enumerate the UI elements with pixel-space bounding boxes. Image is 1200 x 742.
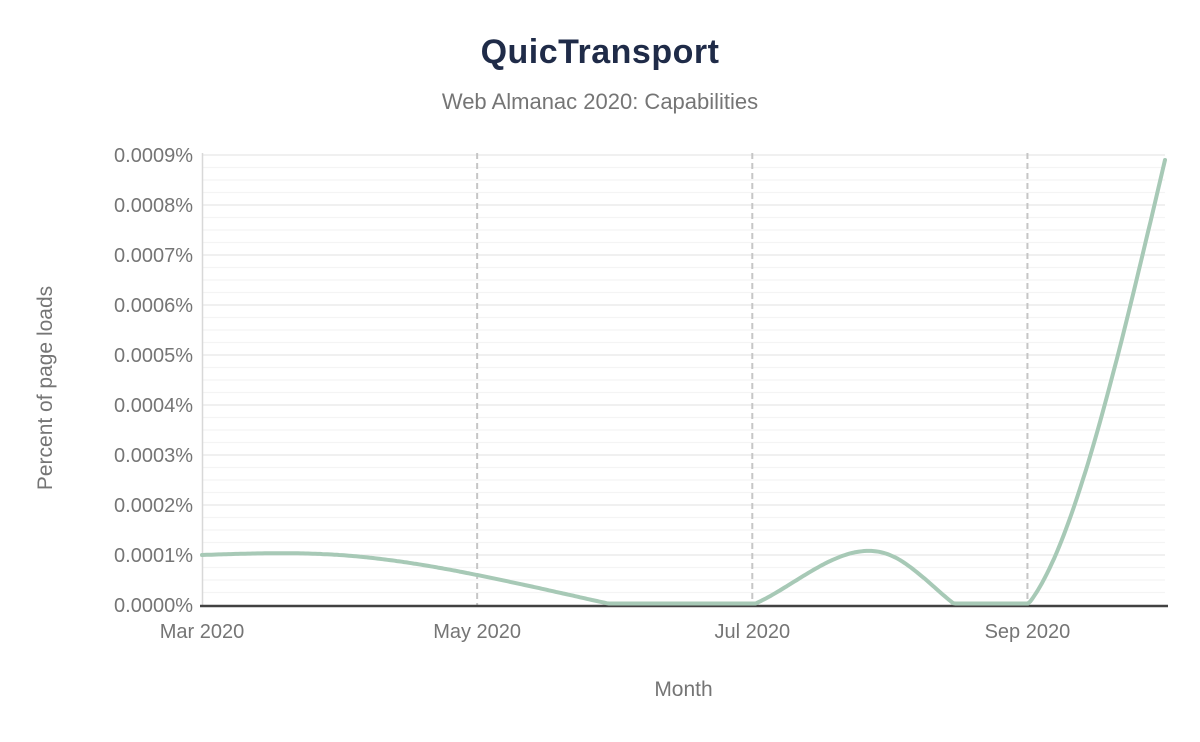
x-axis-title: Month xyxy=(654,678,713,701)
chart-title: QuicTransport xyxy=(480,33,720,71)
chart-subtitle: Web Almanac 2020: Capabilities xyxy=(441,89,759,114)
y-tick-label: 0.0001% xyxy=(114,545,193,567)
x-tick-label: Jul 2020 xyxy=(714,621,790,643)
y-tick-label: 0.0004% xyxy=(114,395,193,417)
y-tick-label: 0.0005% xyxy=(114,345,193,367)
y-tick-label: 0.0002% xyxy=(114,495,193,517)
y-tick-label: 0.0007% xyxy=(114,245,193,267)
y-tick-label: 0.0003% xyxy=(114,445,193,467)
y-tick-label: 0.0008% xyxy=(114,195,193,217)
x-tick-label: Sep 2020 xyxy=(985,621,1071,643)
x-tick-label: Mar 2020 xyxy=(160,621,245,643)
y-tick-label: 0.0009% xyxy=(114,145,193,167)
series-line xyxy=(200,158,1167,606)
y-tick-label: 0.0006% xyxy=(114,295,193,317)
x-tick-label: May 2020 xyxy=(433,621,521,643)
y-tick-label: 0.0000% xyxy=(114,595,193,617)
